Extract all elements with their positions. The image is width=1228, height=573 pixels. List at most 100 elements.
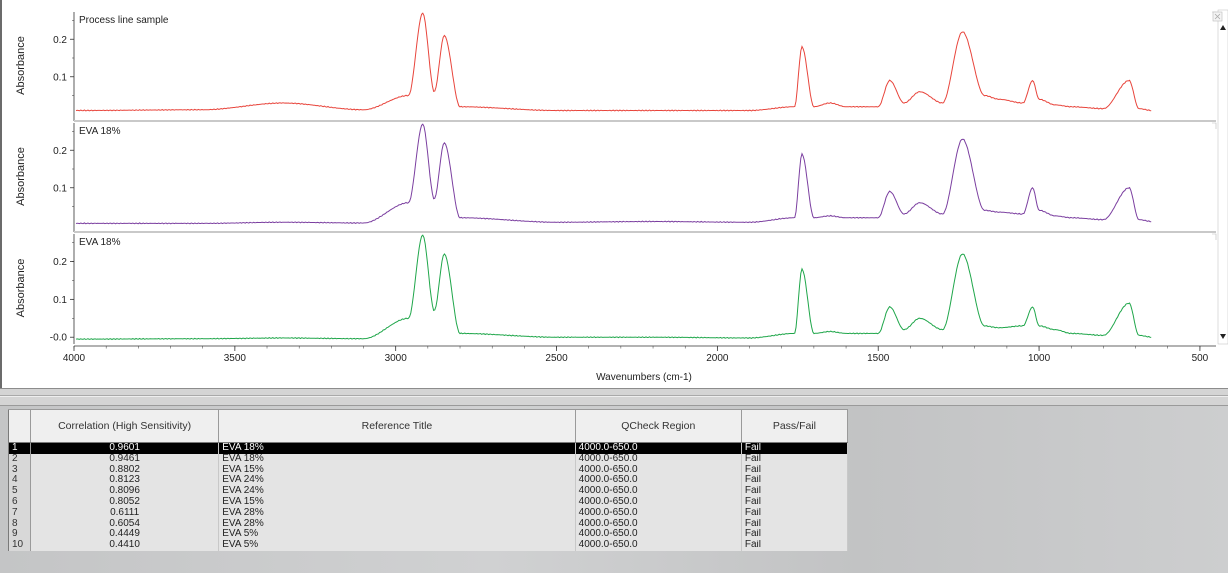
y-tick-label: 0.1 bbox=[53, 72, 67, 83]
row-number-header bbox=[8, 409, 32, 443]
table-row[interactable]: 8 0.6054 EVA 28% 4000.0-650.0 Fail bbox=[8, 518, 849, 530]
y-axis-label: Absorbance bbox=[15, 36, 27, 95]
correlation-cell: 0.8096 bbox=[30, 486, 220, 497]
panel-corner bbox=[1212, 233, 1217, 240]
spectrum-panel[interactable]: 0.2 0.1 Absorbance Process line sample bbox=[15, 11, 1217, 121]
table-row[interactable]: 1 0.9601 EVA 18% 4000.0-650.0 Fail bbox=[8, 442, 849, 454]
qcheck-region-cell: 4000.0-650.0 bbox=[575, 496, 742, 508]
pane-splitter[interactable] bbox=[0, 388, 1228, 406]
reference-title-cell: EVA 28% bbox=[218, 507, 576, 519]
x-axis: 4000 3500 3000 2500 2000 1500 1000 500 bbox=[63, 345, 1216, 364]
pass-fail-cell: Fail bbox=[741, 518, 849, 530]
spectrum-panel[interactable]: 0.2 0.1 Absorbance EVA 18% bbox=[15, 120, 1217, 232]
correlation-cell: 0.6054 bbox=[30, 518, 220, 530]
qcheck-region-cell: 4000.0-650.0 bbox=[575, 540, 742, 551]
reference-title-cell: EVA 5% bbox=[218, 529, 576, 541]
correlation-cell: 0.8123 bbox=[30, 475, 220, 487]
qcheck-region-cell: 4000.0-650.0 bbox=[575, 475, 742, 487]
y-axis-label: Absorbance bbox=[15, 147, 27, 206]
x-tick-label: 2000 bbox=[706, 353, 729, 364]
qcheck-region-cell: 4000.0-650.0 bbox=[575, 529, 742, 541]
table-row[interactable]: 9 0.4449 EVA 5% 4000.0-650.0 Fail bbox=[8, 529, 849, 541]
spectrum-trace bbox=[75, 234, 1152, 341]
x-tick-label: 4000 bbox=[63, 353, 86, 364]
correlation-cell: 0.4449 bbox=[30, 529, 220, 541]
plot-vertical-scrollbar[interactable] bbox=[1217, 9, 1228, 345]
column-header-qcheck-region[interactable]: QCheck Region bbox=[575, 409, 742, 443]
pass-fail-cell: Fail bbox=[741, 540, 849, 551]
pass-fail-cell: Fail bbox=[741, 507, 849, 519]
table-row[interactable]: 5 0.8096 EVA 24% 4000.0-650.0 Fail bbox=[8, 486, 849, 497]
table-row[interactable]: 2 0.9461 EVA 18% 4000.0-650.0 Fail bbox=[8, 453, 849, 465]
qcheck-region-cell: 4000.0-650.0 bbox=[575, 486, 742, 497]
panel-title: EVA 18% bbox=[79, 237, 121, 248]
correlation-cell: 0.4410 bbox=[30, 540, 220, 551]
qcheck-region-cell: 4000.0-650.0 bbox=[575, 518, 742, 530]
y-tick-label: 0.1 bbox=[53, 295, 67, 306]
table-row[interactable]: 7 0.6111 EVA 28% 4000.0-650.0 Fail bbox=[8, 507, 849, 519]
column-header-pass-fail[interactable]: Pass/Fail bbox=[741, 409, 849, 443]
reference-title-cell: EVA 5% bbox=[218, 540, 576, 551]
column-header-correlation[interactable]: Correlation (High Sensitivity) bbox=[30, 409, 220, 443]
qcheck-region-cell: 4000.0-650.0 bbox=[575, 464, 742, 476]
row-number: 4 bbox=[8, 475, 32, 487]
table-header-row: Correlation (High Sensitivity) Reference… bbox=[8, 409, 849, 443]
pass-fail-cell: Fail bbox=[741, 486, 849, 497]
x-tick-label: 1500 bbox=[867, 353, 890, 364]
row-number: 10 bbox=[8, 540, 32, 551]
y-tick-label: 0.2 bbox=[53, 35, 67, 46]
spectrum-panel[interactable]: 0.2 0.1 -0.0 Absorbance EVA 18% bbox=[15, 231, 1217, 344]
spectrum-trace bbox=[75, 123, 1152, 225]
y-tick-label: 0.1 bbox=[53, 183, 67, 194]
column-header-reference-title[interactable]: Reference Title bbox=[218, 409, 576, 443]
pass-fail-cell: Fail bbox=[741, 453, 849, 465]
qcheck-region-cell: 4000.0-650.0 bbox=[575, 442, 742, 454]
row-number: 5 bbox=[8, 486, 32, 497]
pass-fail-cell: Fail bbox=[741, 529, 849, 541]
reference-title-cell: EVA 18% bbox=[218, 453, 576, 465]
x-tick-label: 2500 bbox=[545, 353, 568, 364]
row-number: 9 bbox=[8, 529, 32, 541]
x-tick-label: 3000 bbox=[385, 353, 408, 364]
correlation-cell: 0.9461 bbox=[30, 453, 220, 465]
close-pane-icon[interactable] bbox=[1212, 11, 1223, 22]
reference-title-cell: EVA 24% bbox=[218, 475, 576, 487]
table-row[interactable]: 3 0.8802 EVA 15% 4000.0-650.0 Fail bbox=[8, 464, 849, 476]
pass-fail-cell: Fail bbox=[741, 475, 849, 487]
row-number: 6 bbox=[8, 496, 32, 508]
y-tick-label: -0.0 bbox=[50, 333, 68, 344]
x-tick-label: 3500 bbox=[224, 353, 247, 364]
reference-title-cell: EVA 15% bbox=[218, 464, 576, 476]
y-tick-label: 0.2 bbox=[53, 146, 67, 157]
row-number: 7 bbox=[8, 507, 32, 519]
correlation-cell: 0.8802 bbox=[30, 464, 220, 476]
row-number: 8 bbox=[8, 518, 32, 530]
table-row[interactable]: 10 0.4410 EVA 5% 4000.0-650.0 Fail bbox=[8, 540, 849, 551]
qcheck-region-cell: 4000.0-650.0 bbox=[575, 453, 742, 465]
reference-title-cell: EVA 24% bbox=[218, 486, 576, 497]
pass-fail-cell: Fail bbox=[741, 496, 849, 508]
row-number: 1 bbox=[8, 442, 32, 454]
panel-corner bbox=[1212, 122, 1217, 129]
row-number: 3 bbox=[8, 464, 32, 476]
correlation-cell: 0.8052 bbox=[30, 496, 220, 508]
y-axis-label: Absorbance bbox=[15, 259, 27, 318]
panel-title: EVA 18% bbox=[79, 126, 121, 137]
table-row[interactable]: 6 0.8052 EVA 15% 4000.0-650.0 Fail bbox=[8, 496, 849, 508]
x-tick-label: 500 bbox=[1192, 353, 1209, 364]
x-tick-label: 1000 bbox=[1028, 353, 1051, 364]
row-number: 2 bbox=[8, 453, 32, 465]
table-row[interactable]: 4 0.8123 EVA 24% 4000.0-650.0 Fail bbox=[8, 475, 849, 487]
reference-title-cell: EVA 28% bbox=[218, 518, 576, 530]
y-tick-label: 0.2 bbox=[53, 257, 67, 268]
correlation-cell: 0.9601 bbox=[30, 442, 220, 454]
qcheck-results-table: Correlation (High Sensitivity) Reference… bbox=[8, 409, 849, 551]
x-axis-label: Wavenumbers (cm-1) bbox=[596, 372, 692, 383]
reference-title-cell: EVA 15% bbox=[218, 496, 576, 508]
spectra-plot-pane[interactable]: 0.2 0.1 Absorbance Process line sample 0.2 0.… bbox=[0, 0, 1228, 388]
qcheck-region-cell: 4000.0-650.0 bbox=[575, 507, 742, 519]
panel-title: Process line sample bbox=[79, 15, 169, 26]
spectrum-trace bbox=[75, 12, 1152, 112]
reference-title-cell: EVA 18% bbox=[218, 442, 576, 454]
